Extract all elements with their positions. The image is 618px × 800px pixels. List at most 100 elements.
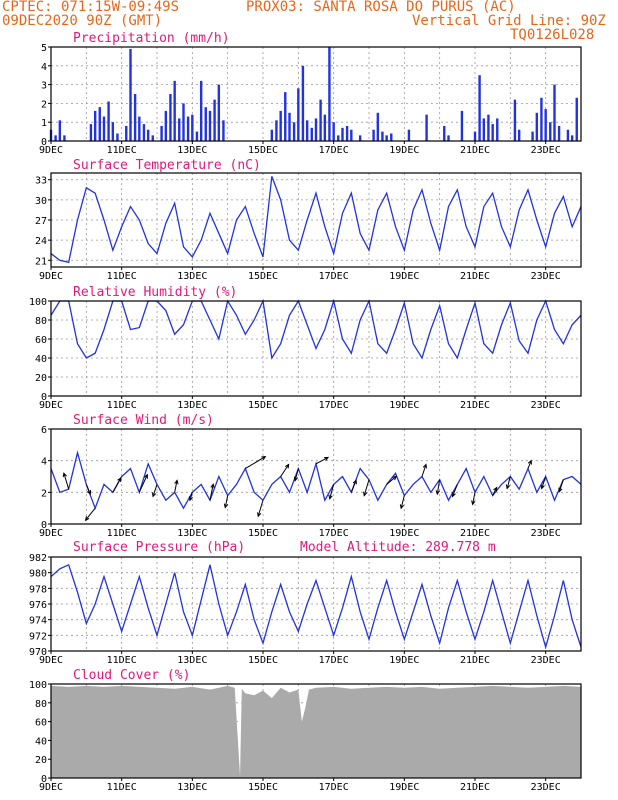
wind-vector-head — [257, 512, 262, 518]
precip-bar — [58, 120, 62, 141]
pressure-ytick-label: 976 — [29, 600, 47, 611]
cloud-xtick-label: 9DEC — [39, 782, 63, 793]
rh-frame — [50, 300, 582, 397]
wind-vector — [472, 492, 476, 505]
cloud-xtick-label: 17DEC — [319, 782, 349, 793]
temp-xtick-label: 23DEC — [531, 271, 561, 282]
precip-bar — [535, 112, 539, 141]
precip-bar — [332, 122, 335, 141]
precip-ytick-label: 2 — [41, 99, 47, 110]
wind-vector-head — [284, 463, 290, 469]
wind-xtick-label: 17DEC — [319, 528, 349, 539]
precip-bar — [319, 99, 322, 141]
precip-bar — [407, 129, 411, 141]
precip-bar — [310, 127, 313, 141]
wind-xtick-label: 9DEC — [39, 528, 63, 539]
temp-xtick-label: 19DEC — [389, 271, 419, 282]
cloud-xtick-label: 23DEC — [531, 782, 561, 793]
pressure-xtick-label: 13DEC — [177, 655, 207, 666]
header-model-id: TQ0126L028 — [510, 27, 594, 43]
precip-bar — [173, 80, 176, 141]
wind-vector — [506, 476, 511, 489]
temp-ytick-label: 30 — [35, 196, 47, 207]
wind-vector — [63, 473, 70, 490]
wind-vector-head — [84, 516, 90, 522]
precip-bar — [133, 94, 137, 141]
rh-xtick-label: 17DEC — [319, 400, 349, 411]
wind-xtick-label: 15DEC — [248, 528, 278, 539]
wind-vector — [492, 487, 498, 496]
cloud-ytick-label: 60 — [35, 718, 47, 729]
header-station-name: PROX03: SANTA ROSA DO PURUS (AC) — [246, 0, 516, 15]
pressure-ytick-label: 970 — [29, 647, 47, 658]
precip-bar — [178, 118, 181, 141]
precip-bar — [89, 124, 93, 141]
pressure-title: Surface Pressure (hPa) — [73, 540, 245, 555]
pressure-xtick-label: 9DEC — [39, 655, 63, 666]
rh-ytick-label: 80 — [35, 316, 47, 327]
precip-bar — [164, 110, 168, 141]
wind-vector — [386, 476, 397, 485]
wind-vector — [558, 479, 564, 492]
wind-vector-head — [62, 472, 67, 478]
header-grid-note: Vertical Grid Line: 90Z — [412, 13, 606, 29]
cloud-xtick-label: 21DEC — [460, 782, 490, 793]
rh-line — [50, 298, 582, 360]
wind-vector — [541, 476, 547, 489]
precip-bar — [146, 129, 150, 141]
temp-xtick-label: 11DEC — [107, 271, 137, 282]
precip-bar — [213, 99, 216, 141]
wind-vector-head — [422, 463, 428, 469]
precip-ytick-label: 3 — [41, 81, 47, 92]
cloud-ytick-label: 40 — [35, 736, 47, 747]
pressure-xtick-label: 15DEC — [248, 655, 278, 666]
rh-xtick-label: 13DEC — [177, 400, 207, 411]
precip-bar — [478, 75, 481, 141]
precip-frame — [50, 46, 582, 142]
precip-bar — [517, 129, 521, 141]
cloud-frame — [50, 683, 582, 779]
precip-bar — [160, 125, 163, 141]
precip-bar — [292, 122, 296, 141]
cloud-ytick-label: 80 — [35, 699, 47, 710]
precip-bar — [195, 131, 199, 141]
wind-vector — [174, 480, 178, 493]
pressure-ytick-label: 972 — [29, 631, 47, 642]
precip-bar — [199, 80, 203, 141]
precip-bar — [301, 65, 305, 141]
rh-ytick-label: 20 — [35, 373, 47, 384]
precip-ytick-label: 1 — [41, 118, 47, 129]
wind-vector — [245, 456, 266, 470]
precip-bar — [217, 84, 221, 141]
pressure-xtick-label: 19DEC — [389, 655, 419, 666]
precip-ytick-label: 5 — [41, 43, 47, 54]
wind-vector-head — [352, 479, 357, 485]
precip-bar — [186, 116, 190, 141]
temp-xtick-label: 15DEC — [248, 271, 278, 282]
precip-ytick-label: 4 — [41, 62, 47, 73]
wind-vector — [315, 456, 329, 465]
wind-ytick-label: 2 — [41, 488, 47, 499]
precip-bar — [544, 109, 547, 141]
precip-bar — [204, 107, 207, 141]
precip-bar — [323, 114, 327, 141]
precip-bar — [297, 88, 300, 141]
precip-bar — [425, 114, 428, 141]
wind-vector-head — [143, 473, 148, 479]
wind-vector — [452, 484, 458, 497]
cloud-xtick-label: 13DEC — [177, 782, 207, 793]
precip-bar — [284, 92, 287, 141]
precip-xtick-label: 15DEC — [248, 145, 278, 156]
wind-vector — [363, 479, 370, 496]
precip-xtick-label: 11DEC — [107, 145, 137, 156]
wind-vector — [138, 474, 148, 493]
precip-bar — [142, 124, 146, 141]
wind-ytick-label: 6 — [41, 425, 47, 436]
wind-vector-head — [392, 475, 398, 481]
precip-bar — [98, 107, 101, 141]
temp-xtick-label: 21DEC — [460, 271, 490, 282]
cloud-ytick-label: 100 — [29, 680, 47, 691]
cloud-title: Cloud Cover (%) — [73, 668, 190, 683]
wind-vector-head — [188, 496, 194, 502]
